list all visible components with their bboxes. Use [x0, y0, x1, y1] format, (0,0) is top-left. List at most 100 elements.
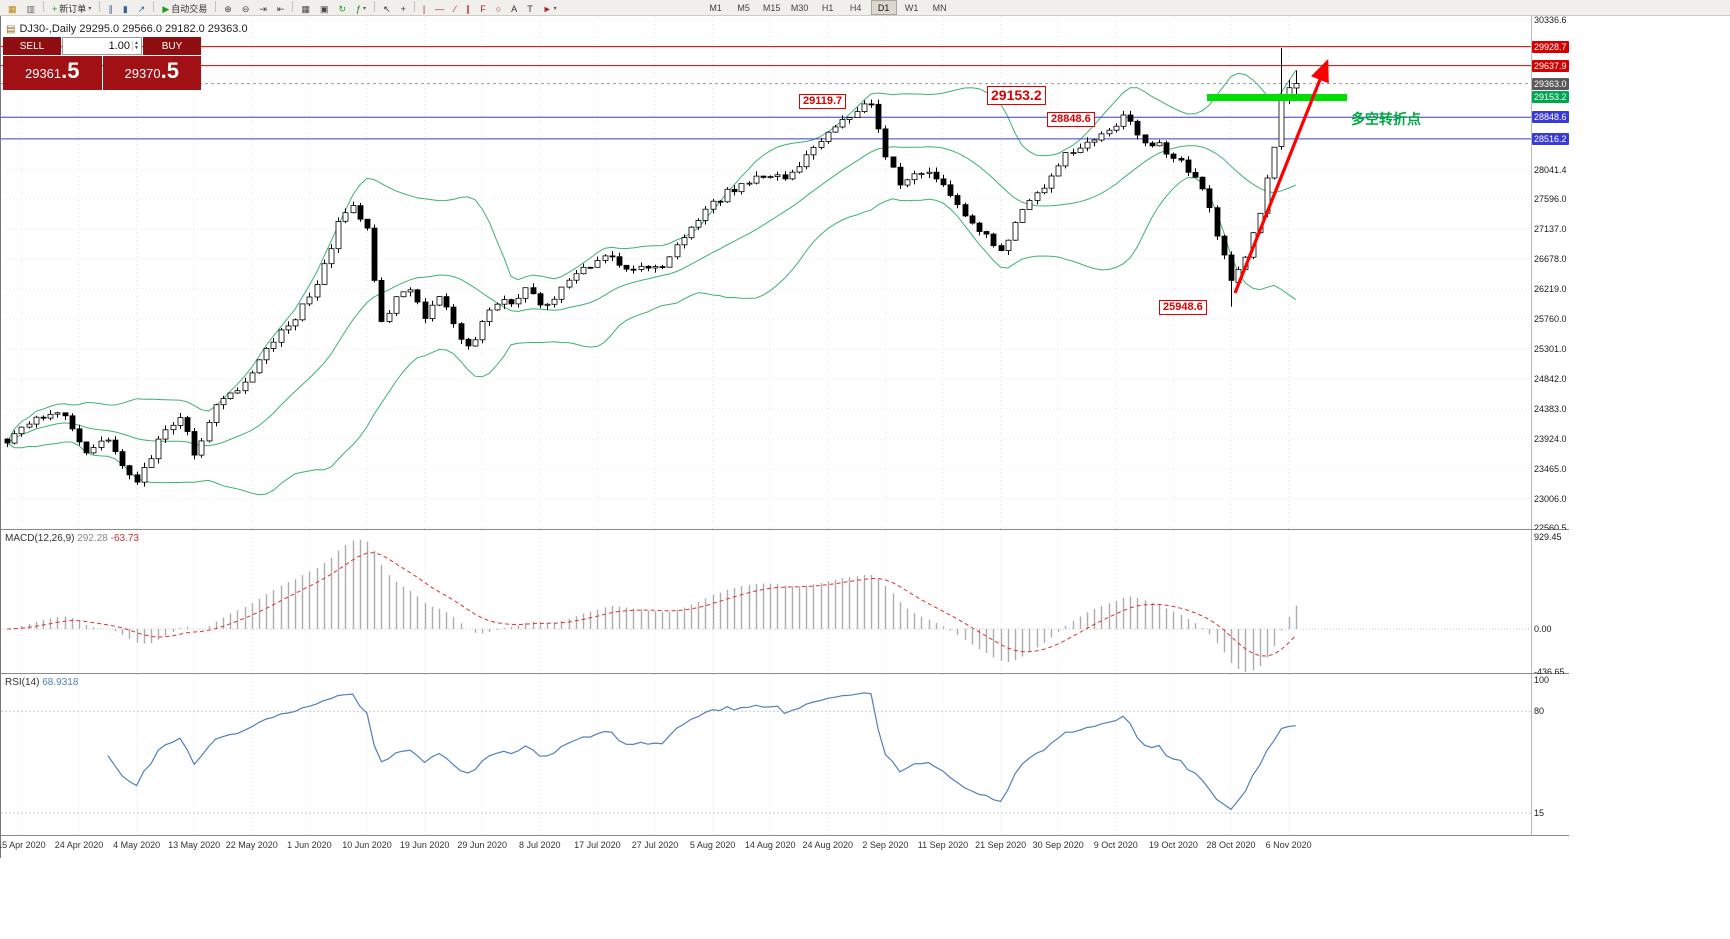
chart-profiles-icon: ▥ — [26, 3, 36, 14]
axis-tick: 80 — [1534, 706, 1545, 717]
dropdown-caret-icon[interactable]: ▾ — [363, 6, 367, 12]
new-order-button[interactable]: + 新订单 ▾ — [48, 1, 95, 17]
time-axis[interactable]: 15 Apr 2020 24 Apr 2020 4 May 2020 13 May 2… — [0, 836, 1569, 856]
trendline-icon[interactable]: ∕ — [450, 1, 460, 17]
timeframe-M1[interactable]: M1 — [709, 2, 722, 13]
price-tag: 28516.2 — [1532, 132, 1569, 145]
auto-scroll-icon[interactable]: ⇥ — [255, 1, 271, 17]
fibonacci-icon: F — [480, 3, 486, 14]
shapes-icon[interactable]: ○ — [492, 1, 505, 17]
label-icon[interactable]: T — [523, 1, 537, 17]
date-label: 14 Aug 2020 — [744, 840, 796, 850]
timeframe-M5[interactable]: M5 — [737, 2, 750, 13]
rsi-label: RSI(14) 68.9318 — [5, 677, 78, 688]
date-label: 4 May 2020 — [113, 840, 161, 850]
toolbar-buttons: ▦ ▥ + 新订单 ▾ ∥ ▮ ↗ ▶ 自动交易 ⊕ ⊖ ⇥ ⇤ ▦ ▣ ↻ ƒ ▾ ↖ + | — ∕ ∥ F ○ A T ► ▾ — [3, 0, 562, 17]
macd-axis[interactable]: 929.45 0.00 -436.65 — [1531, 530, 1569, 677]
date-label: 27 Jul 2020 — [631, 840, 679, 850]
dropdown-caret-icon[interactable]: ▾ — [553, 6, 557, 12]
zoom-in-icon: ⊕ — [224, 3, 232, 14]
chart-shift-icon[interactable]: ⇤ — [273, 1, 289, 17]
price-label-29153[interactable]: 29153.2 — [987, 86, 1046, 105]
spin-down-icon[interactable]: ▼ — [134, 45, 139, 51]
indicators-icon[interactable]: ƒ ▾ — [352, 1, 370, 17]
trendline-icon: ∕ — [454, 3, 456, 14]
date-label: 24 Aug 2020 — [802, 840, 854, 850]
arrow-object-icon[interactable]: ► ▾ — [539, 1, 561, 17]
volume-input[interactable]: 1.00 ▲ ▼ — [62, 37, 142, 55]
axis-tick: 25301.0 — [1534, 343, 1567, 354]
axis-tick: -436.65 — [1534, 667, 1565, 678]
toolbar-separator — [99, 0, 101, 12]
rsi-axis[interactable]: 100 80 15 — [1531, 674, 1569, 835]
price-label-29119[interactable]: 29119.7 — [799, 94, 847, 109]
price-tag: 29637.9 — [1532, 59, 1569, 72]
date-label: 2 Sep 2020 — [862, 840, 909, 850]
refresh-icon[interactable]: ↻ — [334, 1, 350, 17]
chart-window[interactable]: ▤ DJ30-,Daily 29295.0 29566.0 29182.0 29… — [0, 15, 1569, 858]
timeframe-M15[interactable]: M15 — [762, 2, 781, 13]
chart-shift-icon: ⇤ — [276, 3, 285, 14]
text-icon[interactable]: A — [507, 1, 521, 17]
timeframe-H1[interactable]: H1 — [821, 2, 834, 13]
price-label-28848[interactable]: 28848.6 — [1047, 112, 1095, 127]
sell-price-fraction: .5 — [61, 58, 80, 83]
timeframe-D1[interactable]: D1 — [870, 0, 897, 15]
macd-name: MACD(12,26,9) — [5, 533, 75, 544]
date-label: 10 Jun 2020 — [342, 840, 392, 850]
price-tag: 29153.2 — [1532, 91, 1569, 104]
cursor-icon[interactable]: ↖ — [379, 1, 395, 17]
sell-price-display[interactable]: 29361.5 — [3, 56, 102, 90]
volume-stepper[interactable]: ▲ ▼ — [132, 41, 140, 51]
toolbar-separator — [215, 0, 217, 12]
tile-windows-icon[interactable]: ▦ — [297, 1, 314, 17]
zoom-out-icon[interactable]: ⊖ — [238, 1, 254, 17]
rsi-canvas[interactable] — [1, 674, 1531, 836]
symbol-ohlc-text: DJ30-,Daily 29295.0 29566.0 29182.0 2936… — [19, 23, 248, 35]
timeframe-MN[interactable]: MN — [932, 2, 947, 13]
rsi-panel[interactable]: RSI(14) 68.9318 100 80 15 — [1, 674, 1569, 836]
zoom-in-icon[interactable]: ⊕ — [220, 1, 236, 17]
spin-up-icon[interactable]: ▲ — [134, 40, 139, 46]
toolbar-separator — [413, 0, 415, 12]
axis-tick: 23924.0 — [1534, 433, 1567, 444]
autotrading-button[interactable]: ▶ 自动交易 — [158, 1, 211, 17]
channel-icon[interactable]: ∥ — [462, 1, 475, 17]
axis-tick: 27596.0 — [1534, 194, 1567, 205]
macd-main-value: 292.28 — [77, 533, 108, 544]
bar-chart-icon[interactable]: ∥ — [104, 1, 117, 17]
fibonacci-icon[interactable]: F — [476, 1, 490, 17]
crosshair-icon[interactable]: + — [397, 1, 410, 17]
timeframe-W1[interactable]: W1 — [904, 2, 919, 13]
chart-profiles-icon[interactable]: ▥ — [23, 1, 40, 17]
horizontal-line-icon[interactable]: — — [431, 1, 448, 17]
new-chart-icon[interactable]: ▦ — [4, 1, 21, 17]
timeframe-M30[interactable]: M30 — [790, 2, 809, 13]
new-window-icon[interactable]: ▣ — [316, 1, 333, 17]
turning-point-note[interactable]: 多空转折点 — [1351, 111, 1421, 127]
price-label-25948[interactable]: 25948.6 — [1159, 300, 1207, 315]
vertical-line-icon[interactable]: | — [419, 1, 429, 17]
candlestick-chart-icon[interactable]: ▮ — [119, 1, 132, 17]
date-label: 21 Sep 2020 — [975, 840, 1027, 850]
price-axis[interactable]: 30336.6 28041.4 27596.0 27137.0 26678.0 26219… — [1531, 15, 1569, 533]
date-label: 22 May 2020 — [225, 840, 278, 850]
macd-canvas[interactable] — [1, 530, 1531, 674]
axis-tick: 30336.6 — [1534, 15, 1567, 25]
price-chart-canvas[interactable] — [1, 16, 1531, 530]
sell-button[interactable]: SELL — [3, 37, 61, 55]
dropdown-caret-icon[interactable]: ▾ — [88, 6, 92, 12]
vertical-line-icon: | — [422, 3, 426, 14]
price-tag: 29363.0 — [1532, 77, 1569, 90]
buy-price-fraction: .5 — [160, 58, 179, 83]
axis-tick: 24842.0 — [1534, 373, 1567, 384]
axis-tick: 27137.0 — [1534, 224, 1567, 235]
price-chart-panel[interactable]: ▤ DJ30-,Daily 29295.0 29566.0 29182.0 29… — [1, 15, 1569, 533]
auto-scroll-icon: ⇥ — [259, 3, 267, 14]
label-icon: T — [527, 3, 533, 14]
timeframe-H4[interactable]: H4 — [849, 2, 862, 13]
macd-panel[interactable]: MACD(12,26,9) 292.28 -63.73 929.45 0.00 -4… — [1, 530, 1569, 677]
buy-price-display[interactable]: 29370.5 — [102, 56, 201, 90]
line-chart-icon[interactable]: ↗ — [134, 1, 150, 17]
buy-button[interactable]: BUY — [143, 37, 201, 55]
